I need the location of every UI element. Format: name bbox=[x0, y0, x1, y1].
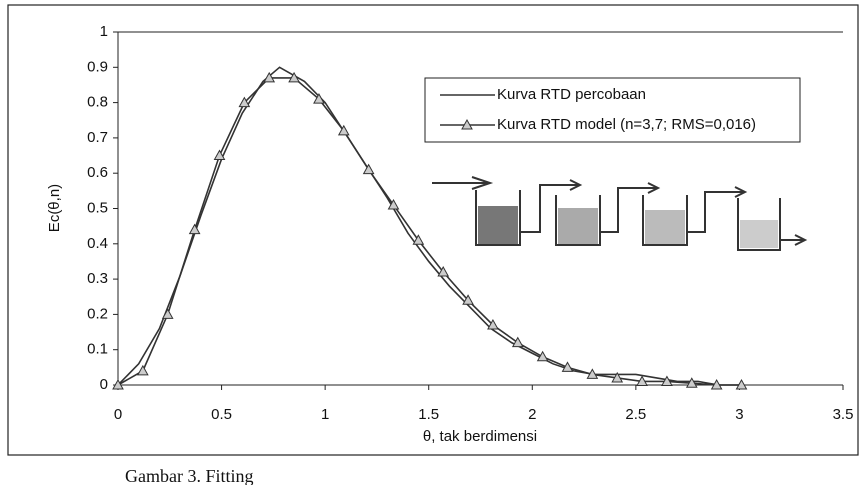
data-point bbox=[536, 350, 549, 362]
data-point bbox=[487, 318, 499, 330]
x-tick-label: 3 bbox=[735, 406, 743, 423]
data-point bbox=[511, 336, 524, 348]
x-tick-label: 2.5 bbox=[625, 406, 646, 423]
y-tick-label: 0.4 bbox=[87, 235, 108, 252]
data-point bbox=[636, 375, 648, 386]
x-tick-label: 0 bbox=[114, 406, 122, 423]
y-tick-label: 0.2 bbox=[87, 305, 108, 322]
data-point bbox=[661, 375, 673, 386]
x-tick-label: 1.5 bbox=[418, 406, 439, 423]
data-point bbox=[288, 71, 300, 83]
data-point bbox=[710, 378, 723, 390]
legend-box bbox=[424, 77, 801, 143]
y-tick-label: 0.5 bbox=[87, 199, 108, 216]
data-point bbox=[362, 163, 375, 175]
x-tick-label: 1 bbox=[321, 406, 329, 423]
data-point bbox=[161, 308, 174, 319]
x-axis-label: θ, tak berdimensi bbox=[423, 428, 537, 445]
legend-label: Kurva RTD model (n=3,7; RMS=0,016) bbox=[497, 116, 756, 133]
y-tick-label: 0 bbox=[100, 376, 108, 393]
data-point bbox=[337, 124, 350, 136]
y-tick-label: 0.7 bbox=[87, 129, 108, 146]
series-line bbox=[117, 77, 742, 386]
chart-frame bbox=[7, 4, 859, 456]
data-point bbox=[213, 149, 226, 161]
data-point bbox=[586, 368, 599, 379]
y-tick-label: 0.1 bbox=[87, 341, 108, 358]
data-point bbox=[611, 371, 624, 383]
legend-marker bbox=[461, 118, 473, 130]
y-tick-label: 1 bbox=[100, 23, 108, 40]
x-tick-label: 3.5 bbox=[833, 406, 854, 423]
y-tick-label: 0.8 bbox=[87, 94, 108, 111]
reactor-diagram bbox=[432, 176, 808, 251]
y-tick-label: 0.6 bbox=[87, 164, 108, 181]
data-point bbox=[561, 361, 574, 372]
y-axis-label: Ec(θ,n) bbox=[46, 184, 63, 232]
data-point bbox=[412, 234, 425, 245]
data-point bbox=[238, 96, 251, 108]
data-point bbox=[313, 93, 325, 104]
data-point bbox=[735, 378, 748, 390]
x-tick-label: 0.5 bbox=[211, 406, 232, 423]
legend-label: Kurva RTD percobaan bbox=[497, 86, 646, 103]
data-point bbox=[263, 71, 276, 83]
data-point bbox=[112, 378, 124, 390]
data-point bbox=[685, 377, 698, 388]
data-point bbox=[462, 294, 474, 305]
caption: Gambar 3. Fitting bbox=[125, 466, 254, 485]
data-point bbox=[188, 223, 201, 235]
y-tick-label: 0.9 bbox=[87, 58, 108, 75]
data-point bbox=[137, 364, 149, 376]
data-point bbox=[387, 198, 400, 210]
data-point bbox=[437, 266, 450, 277]
x-tick-label: 2 bbox=[528, 406, 536, 423]
y-tick-label: 0.3 bbox=[87, 270, 108, 287]
